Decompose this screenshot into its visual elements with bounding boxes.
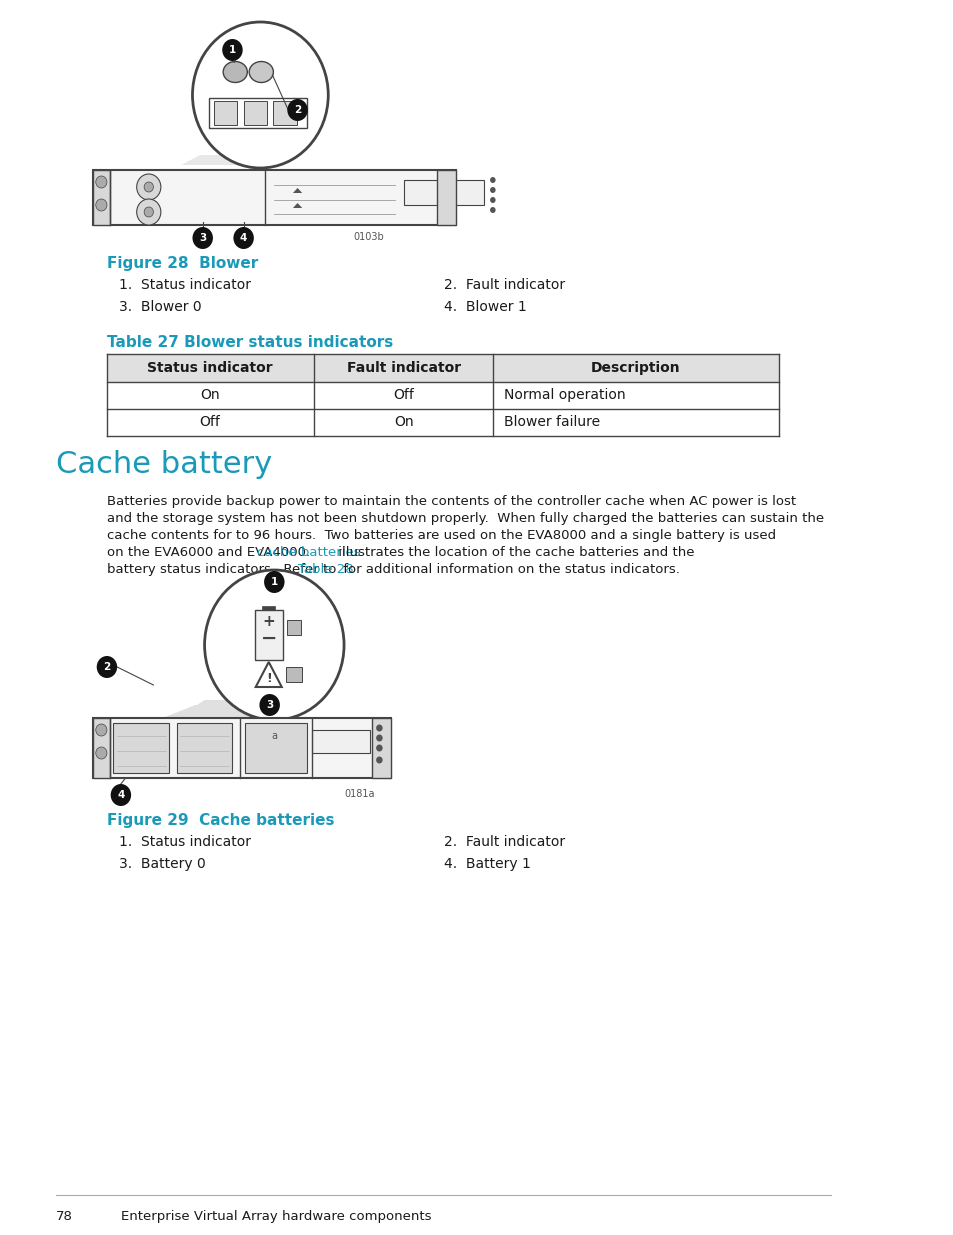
Text: and the storage system has not been shutdown properly.  When fully charged the b: and the storage system has not been shut… (107, 513, 823, 525)
Text: Table 28: Table 28 (297, 563, 354, 576)
Circle shape (193, 227, 213, 249)
Circle shape (375, 745, 382, 752)
Polygon shape (287, 620, 301, 635)
Text: On: On (200, 388, 220, 403)
Text: 3: 3 (199, 233, 206, 243)
Text: Status indicator: Status indicator (147, 361, 273, 375)
Polygon shape (436, 170, 456, 225)
Text: 4.  Blower 1: 4. Blower 1 (444, 300, 527, 314)
Polygon shape (176, 722, 233, 773)
Circle shape (193, 22, 328, 168)
Text: cache contents for to 96 hours.  Two batteries are used on the EVA8000 and a sin: cache contents for to 96 hours. Two batt… (107, 529, 775, 542)
Text: 0181a: 0181a (344, 789, 375, 799)
Polygon shape (254, 610, 282, 659)
Polygon shape (181, 700, 251, 715)
Circle shape (95, 747, 107, 760)
Circle shape (375, 735, 382, 741)
Text: 3.  Battery 0: 3. Battery 0 (119, 857, 206, 871)
Text: Blower failure: Blower failure (503, 415, 599, 429)
Circle shape (204, 571, 344, 720)
Text: 2.  Fault indicator: 2. Fault indicator (444, 278, 565, 291)
Text: Table 27 Blower status indicators: Table 27 Blower status indicators (107, 335, 393, 350)
Circle shape (96, 656, 117, 678)
Circle shape (490, 177, 496, 183)
Circle shape (111, 784, 131, 806)
Text: 4: 4 (240, 233, 247, 243)
Circle shape (264, 571, 284, 593)
Circle shape (144, 207, 153, 217)
Text: On: On (394, 415, 413, 429)
Polygon shape (92, 170, 456, 225)
Text: 3.  Blower 0: 3. Blower 0 (119, 300, 201, 314)
Text: Fault indicator: Fault indicator (346, 361, 460, 375)
Circle shape (490, 198, 496, 203)
Circle shape (95, 177, 107, 188)
Text: Off: Off (393, 388, 414, 403)
Circle shape (233, 227, 253, 249)
Text: 4: 4 (117, 790, 125, 800)
Text: Cache battery: Cache battery (55, 450, 272, 479)
Text: 2.  Fault indicator: 2. Fault indicator (444, 835, 565, 848)
Polygon shape (243, 101, 267, 125)
Text: 1.  Status indicator: 1. Status indicator (119, 835, 251, 848)
Text: for additional information on the status indicators.: for additional information on the status… (339, 563, 679, 576)
Polygon shape (113, 722, 169, 773)
Text: Description: Description (591, 361, 680, 375)
Polygon shape (274, 101, 296, 125)
Text: −: − (260, 629, 276, 647)
Circle shape (95, 724, 107, 736)
Text: 0103b: 0103b (353, 232, 384, 242)
Circle shape (95, 199, 107, 211)
Polygon shape (107, 354, 779, 382)
Text: cache batteries: cache batteries (256, 546, 360, 559)
Polygon shape (92, 718, 390, 778)
Text: Off: Off (199, 415, 220, 429)
Ellipse shape (249, 62, 274, 83)
Text: 78: 78 (55, 1210, 72, 1223)
Text: Normal operation: Normal operation (503, 388, 625, 403)
Text: 2: 2 (103, 662, 111, 672)
Polygon shape (286, 667, 302, 682)
Text: 2: 2 (294, 105, 301, 115)
Text: Figure 28  Blower: Figure 28 Blower (107, 256, 258, 270)
Polygon shape (92, 718, 110, 778)
Ellipse shape (223, 62, 247, 83)
Circle shape (222, 40, 242, 61)
Polygon shape (244, 722, 307, 773)
Text: +: + (262, 615, 274, 630)
Polygon shape (262, 606, 275, 610)
Polygon shape (92, 170, 110, 225)
Text: 4.  Battery 1: 4. Battery 1 (444, 857, 531, 871)
Text: battery status indicators.  Refer to: battery status indicators. Refer to (107, 563, 340, 576)
Polygon shape (312, 730, 370, 753)
Text: Figure 29  Cache batteries: Figure 29 Cache batteries (107, 813, 335, 827)
Polygon shape (213, 101, 237, 125)
Polygon shape (404, 180, 483, 205)
Polygon shape (372, 718, 390, 778)
Text: 1: 1 (229, 44, 235, 56)
Text: 1.  Status indicator: 1. Status indicator (119, 278, 251, 291)
Text: 1: 1 (271, 577, 277, 587)
Circle shape (144, 182, 153, 191)
Text: illustrates the location of the cache batteries and the: illustrates the location of the cache ba… (334, 546, 694, 559)
Polygon shape (163, 705, 274, 718)
Text: a: a (271, 731, 277, 741)
Circle shape (490, 186, 496, 193)
Text: !: ! (266, 672, 272, 684)
Circle shape (287, 99, 308, 121)
Circle shape (490, 207, 496, 212)
Text: on the EVA6000 and EVA4000.: on the EVA6000 and EVA4000. (107, 546, 310, 559)
Polygon shape (293, 188, 302, 193)
Text: 3: 3 (266, 700, 273, 710)
Circle shape (136, 199, 161, 225)
Circle shape (259, 694, 279, 716)
Circle shape (375, 725, 382, 731)
Text: Enterprise Virtual Array hardware components: Enterprise Virtual Array hardware compon… (121, 1210, 431, 1223)
Circle shape (375, 757, 382, 763)
Polygon shape (181, 156, 265, 165)
Circle shape (136, 174, 161, 200)
Polygon shape (293, 203, 302, 207)
Text: Batteries provide backup power to maintain the contents of the controller cache : Batteries provide backup power to mainta… (107, 495, 795, 508)
